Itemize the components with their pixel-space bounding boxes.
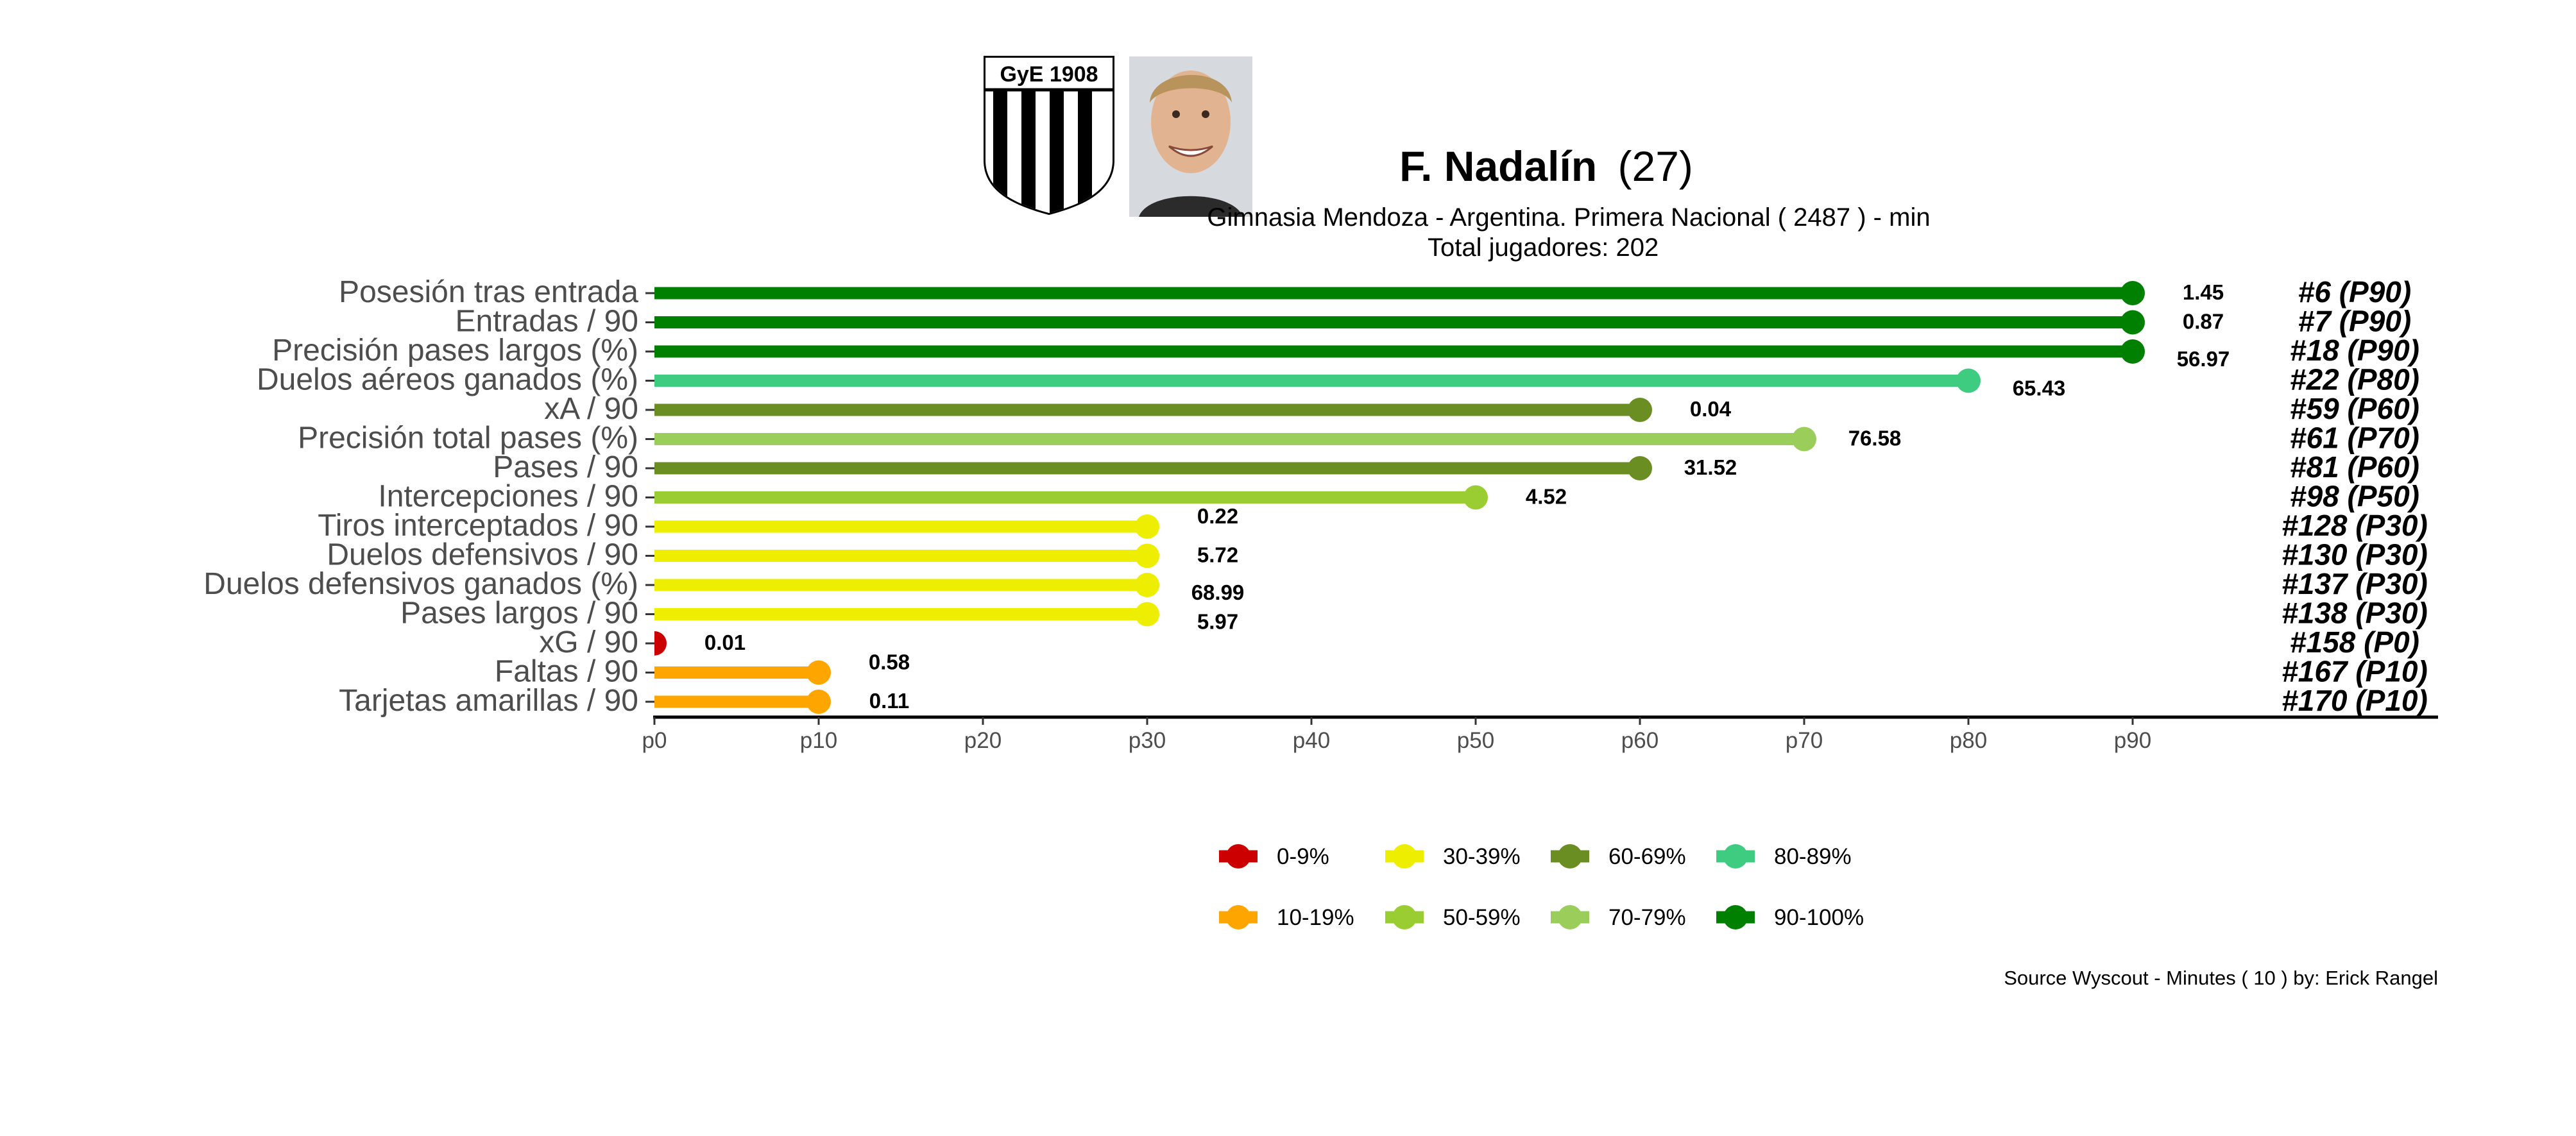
- lollipop-point: [654, 631, 667, 656]
- lollipop-point: [1792, 427, 1816, 452]
- lollipop-point: [806, 690, 831, 714]
- legend-label: 60-69%: [1608, 844, 1686, 869]
- x-tick-label: p70: [1786, 728, 1823, 753]
- x-tick-label: p80: [1950, 728, 1987, 753]
- rank-label: #130 (P30): [2282, 538, 2428, 572]
- category-label: Posesión tras entrada: [339, 275, 638, 309]
- rank-label: #98 (P50): [2290, 480, 2419, 513]
- value-label: 0.22: [1197, 504, 1238, 528]
- category-label: Duelos defensivos / 90: [327, 538, 638, 572]
- legend-label: 80-89%: [1774, 844, 1852, 869]
- rank-label: #81 (P60): [2290, 450, 2419, 484]
- rank-label: #137 (P30): [2282, 567, 2428, 600]
- category-label: xA / 90: [544, 392, 638, 426]
- rank-label: #128 (P30): [2282, 509, 2428, 542]
- category-label: Tarjetas amarillas / 90: [339, 684, 638, 718]
- category-label: Precisión total pases (%): [298, 421, 638, 455]
- crest-text: GyE 1908: [1000, 62, 1098, 87]
- category-label: Pases largos / 90: [400, 597, 638, 631]
- legend-label: 0-9%: [1277, 844, 1329, 869]
- value-label: 1.45: [2183, 280, 2224, 304]
- x-tick-label: p40: [1293, 728, 1330, 753]
- lollipop-point: [1135, 514, 1159, 539]
- category-label: Tiros interceptados / 90: [318, 509, 638, 543]
- rank-label: #7 (P90): [2298, 305, 2411, 338]
- legend-label: 70-79%: [1608, 905, 1686, 930]
- lollipop-point: [2120, 310, 2145, 335]
- plot-area: Posesión tras entrada 1.45 #6 (P90) Entrada…: [203, 275, 2428, 718]
- legend-key-point: [1723, 905, 1748, 929]
- value-label: 0.01: [704, 631, 746, 654]
- category-label: Entradas / 90: [455, 305, 638, 339]
- rank-label: #22 (P80): [2290, 363, 2419, 396]
- chart-subtitle-2: Total jugadores: 202: [1428, 233, 1659, 262]
- category-label: xG / 90: [539, 625, 638, 659]
- player-age: (27): [1618, 142, 1693, 190]
- value-label: 5.72: [1197, 543, 1238, 567]
- value-label: 0.11: [869, 689, 909, 713]
- legend-key-point: [1558, 905, 1582, 929]
- legend-key-point: [1723, 844, 1748, 869]
- category-label: Faltas / 90: [495, 655, 638, 689]
- lollipop-point: [2120, 281, 2145, 305]
- player-photo: [1129, 56, 1252, 217]
- rank-label: #6 (P90): [2298, 275, 2411, 309]
- value-label: 56.97: [2177, 347, 2230, 371]
- legend-key-point: [1392, 844, 1417, 869]
- lollipop-point: [1628, 398, 1652, 422]
- x-tick-label: p30: [1129, 728, 1166, 753]
- x-tick-label: p0: [642, 728, 667, 753]
- player-name: F. Nadalín: [1399, 142, 1597, 190]
- lollipop-point: [1135, 573, 1159, 597]
- legend-key-point: [1392, 905, 1417, 929]
- rank-label: #167 (P10): [2282, 655, 2428, 688]
- rank-label: #59 (P60): [2290, 392, 2419, 425]
- lollipop-point: [806, 660, 831, 685]
- source-note: Source Wyscout - Minutes ( 10 ) by: Eric…: [2004, 967, 2438, 989]
- rank-label: #138 (P30): [2282, 597, 2428, 630]
- club-crest-logo: GyE 1908: [984, 56, 1114, 216]
- lollipop-point: [1135, 543, 1159, 568]
- lollipop-point: [1628, 456, 1652, 480]
- category-label: Duelos defensivos ganados (%): [203, 567, 638, 601]
- category-label: Precisión pases largos (%): [272, 334, 638, 368]
- value-label: 0.58: [869, 650, 910, 674]
- value-label: 68.99: [1191, 581, 1245, 604]
- value-label: 0.04: [1690, 397, 1732, 421]
- rank-label: #158 (P0): [2290, 625, 2419, 659]
- x-tick-label: p50: [1457, 728, 1494, 753]
- value-label: 0.87: [2183, 310, 2224, 334]
- legend-key-point: [1558, 844, 1582, 869]
- legend-label: 30-39%: [1443, 844, 1521, 869]
- chart-subtitle-1: Gimnasia Mendoza - Argentina. Primera Na…: [1207, 203, 1930, 232]
- category-label: Intercepciones / 90: [378, 480, 638, 514]
- category-label: Duelos aéreos ganados (%): [257, 363, 638, 397]
- lollipop-point: [1135, 602, 1159, 627]
- rank-label: #170 (P10): [2282, 684, 2428, 717]
- value-label: 5.97: [1197, 610, 1238, 634]
- value-label: 31.52: [1684, 455, 1737, 479]
- legend-label: 90-100%: [1774, 905, 1864, 930]
- legend-label: 50-59%: [1443, 905, 1521, 930]
- rank-label: #61 (P70): [2290, 421, 2419, 455]
- lollipop-point: [2120, 339, 2145, 364]
- x-tick-label: p90: [2114, 728, 2151, 753]
- legend: 0-9% 10-19% 30-39% 50-59% 60-69% 70-79% 80-89%…: [1219, 844, 1864, 930]
- x-tick-label: p60: [1621, 728, 1659, 753]
- rank-label: #18 (P90): [2290, 334, 2419, 367]
- category-label: Pases / 90: [493, 450, 638, 484]
- lollipop-point: [1463, 485, 1488, 510]
- lollipop-point: [1956, 368, 1981, 393]
- legend-key-point: [1226, 844, 1250, 869]
- legend-label: 10-19%: [1277, 905, 1354, 930]
- x-axis: p0 p10 p20 p30 p40 p50 p60 p70 p80 p90: [642, 715, 2438, 753]
- value-label: 65.43: [2013, 377, 2066, 400]
- legend-key-point: [1226, 905, 1250, 929]
- x-tick-label: p20: [964, 728, 1002, 753]
- chart-title: F. Nadalín (27): [1399, 142, 1693, 190]
- value-label: 4.52: [1526, 485, 1567, 509]
- x-tick-label: p10: [800, 728, 837, 753]
- value-label: 76.58: [1848, 427, 1902, 450]
